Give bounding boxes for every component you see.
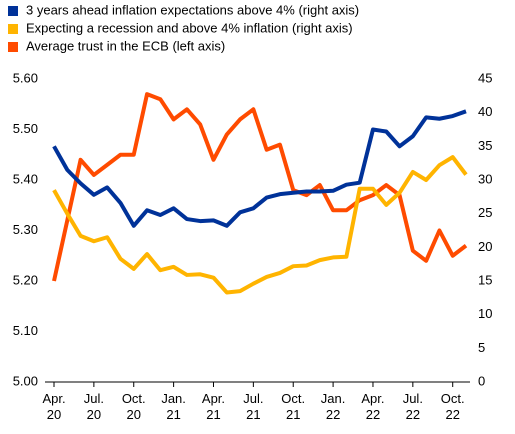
x-tick-label: Oct. 22 <box>440 391 465 422</box>
y-tick-label: 5.10 <box>13 323 38 338</box>
y-tick-label: 5.30 <box>13 222 38 237</box>
legend-label: 3 years ahead inflation expectations abo… <box>26 2 359 17</box>
x-tick-label: Jul. 22 <box>402 391 423 422</box>
x-tick-label: Jul. 20 <box>83 391 104 422</box>
y2-tick-label: 10 <box>478 306 492 321</box>
x-tick-label: Oct. 21 <box>281 391 306 422</box>
y2-tick-label: 15 <box>478 272 492 287</box>
y2-tick-label: 20 <box>478 239 492 254</box>
x-tick-label: Oct. 20 <box>121 391 146 422</box>
legend-label: Expecting a recession and above 4% infla… <box>26 20 353 35</box>
y-tick-label: 5.20 <box>13 272 38 287</box>
legend-swatch <box>8 24 18 34</box>
x-tick-label: Jan. 22 <box>320 391 346 422</box>
x-tick-label: Jul. 21 <box>243 391 264 422</box>
series-line <box>52 109 467 228</box>
y2-tick-label: 0 <box>478 373 485 388</box>
y2-tick-label: 45 <box>478 70 492 85</box>
series-line <box>52 155 468 295</box>
x-tick-label: Apr. 21 <box>201 391 226 422</box>
x-tick-label: Apr. 20 <box>42 391 66 422</box>
y-tick-label: 5.00 <box>13 373 38 388</box>
x-tick-label: Apr. 22 <box>361 391 385 422</box>
legend-swatch <box>8 6 18 16</box>
legend-label: Average trust in the ECB (left axis) <box>26 38 225 53</box>
y2-tick-label: 30 <box>478 171 492 186</box>
y2-tick-label: 25 <box>478 205 492 220</box>
y-tick-label: 5.50 <box>13 121 38 136</box>
y-tick-label: 5.60 <box>13 70 38 85</box>
y2-tick-label: 5 <box>478 340 485 355</box>
legend-swatch <box>8 42 18 52</box>
y2-tick-label: 35 <box>478 138 492 153</box>
y2-tick-label: 40 <box>478 104 492 119</box>
x-tick-label: Jan. 21 <box>161 391 186 422</box>
y-tick-label: 5.40 <box>13 171 38 186</box>
